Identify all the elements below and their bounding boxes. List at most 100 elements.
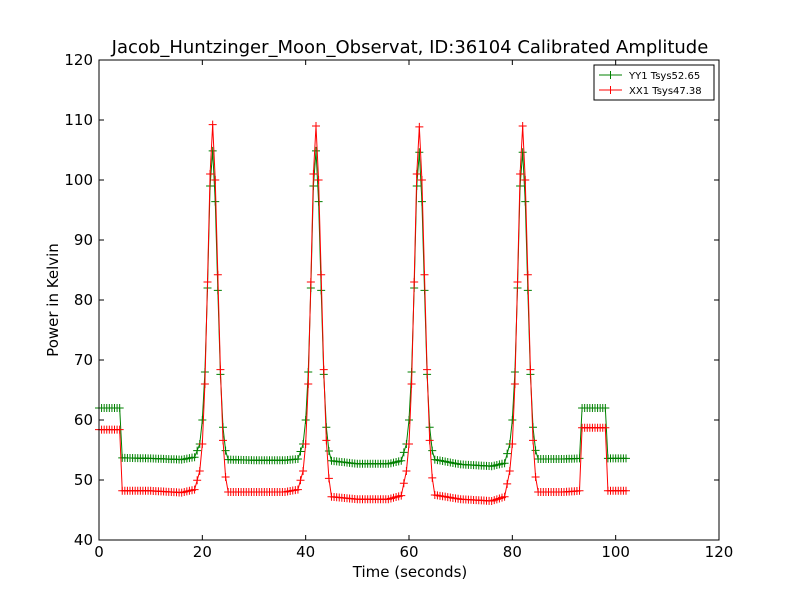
data-point [213, 270, 222, 279]
data-point [324, 474, 333, 483]
y-tick-label: 50 [74, 471, 93, 489]
data-point [402, 467, 411, 475]
chart-title: Jacob_Huntzinger_Moon_Observat, ID:36104… [111, 37, 709, 58]
data-point [407, 380, 416, 388]
data-point [221, 446, 230, 455]
data-point [203, 278, 212, 286]
data-point [513, 278, 522, 286]
data-point [503, 449, 512, 458]
data-point [397, 491, 406, 500]
data-point [510, 380, 519, 388]
data-point [115, 425, 124, 434]
data-point [190, 453, 199, 462]
data-point [211, 176, 220, 184]
data-point [293, 455, 302, 463]
data-point [219, 436, 227, 445]
data-point [417, 176, 426, 184]
data-point [500, 459, 509, 468]
data-point [317, 270, 326, 279]
data-point [115, 404, 124, 412]
data-point [508, 440, 517, 448]
data-point [503, 479, 512, 488]
data-point [304, 380, 313, 388]
x-tick-label: 20 [193, 543, 212, 561]
legend-marker [606, 86, 615, 94]
data-point [622, 454, 630, 463]
data-point [324, 446, 333, 455]
data-point [314, 197, 323, 206]
data-point [312, 146, 320, 155]
data-point [206, 170, 215, 178]
legend-box [593, 64, 715, 101]
legend-label: XX1 Tsys47.38 [629, 86, 702, 97]
legend-marker [606, 71, 615, 79]
y-tick-label: 40 [74, 531, 93, 549]
data-point [301, 416, 310, 424]
data-point [211, 197, 220, 206]
data-point [410, 278, 419, 286]
data-point [601, 423, 610, 432]
data-point [575, 454, 584, 463]
data-point [399, 448, 408, 457]
data-point [309, 170, 318, 178]
data-point [405, 440, 413, 448]
data-point [198, 416, 207, 424]
data-point [299, 467, 308, 475]
y-axis-label: Power in Kelvin [44, 243, 62, 357]
data-point [301, 440, 310, 448]
data-point [200, 380, 209, 388]
y-tick-label: 100 [64, 171, 93, 189]
data-point [521, 176, 530, 184]
y-tick-label: 70 [74, 351, 93, 369]
data-point [293, 485, 302, 494]
data-point [508, 416, 517, 424]
x-tick-label: 60 [399, 543, 418, 561]
series-0 [95, 146, 630, 471]
plot-area [99, 60, 719, 540]
x-tick-label: 120 [705, 543, 734, 561]
data-point [428, 473, 437, 482]
data-point [397, 456, 406, 465]
data-point [428, 446, 437, 455]
data-point [601, 404, 610, 412]
x-tick-label: 0 [94, 543, 104, 561]
data-point [575, 486, 584, 495]
x-tick-label: 80 [503, 543, 522, 561]
data-point [420, 270, 429, 279]
data-point [190, 485, 199, 494]
data-point [526, 365, 535, 374]
data-point [516, 170, 525, 178]
data-point [296, 447, 305, 456]
data-point [193, 476, 202, 485]
data-point [193, 446, 202, 455]
data-point [296, 476, 305, 485]
x-tick-label: 40 [296, 543, 315, 561]
y-tick-label: 120 [64, 51, 93, 69]
data-point [417, 197, 426, 206]
data-point [523, 270, 532, 279]
x-tick-label: 100 [601, 543, 630, 561]
data-point [505, 467, 514, 475]
y-axis: 40 50 60 70 80 90 100 110 120 [64, 51, 719, 549]
data-point [221, 473, 230, 481]
data-point [319, 365, 328, 374]
data-point [405, 416, 413, 424]
data-point [399, 479, 408, 488]
data-point [195, 467, 204, 475]
data-point [529, 436, 537, 445]
y-tick-label: 90 [74, 231, 93, 249]
data-point [521, 197, 530, 206]
data-point [415, 122, 424, 131]
data-point [531, 446, 540, 455]
data-point [216, 365, 225, 374]
y-tick-label: 80 [74, 291, 93, 309]
data-point [306, 278, 315, 286]
data-point [531, 473, 540, 481]
data-point [208, 146, 217, 155]
data-point [415, 148, 424, 157]
y-tick-label: 60 [74, 411, 93, 429]
data-point [518, 122, 527, 130]
data-point [208, 120, 217, 129]
legend: YY1 Tsys52.65 XX1 Tsys47.38 [593, 64, 715, 101]
